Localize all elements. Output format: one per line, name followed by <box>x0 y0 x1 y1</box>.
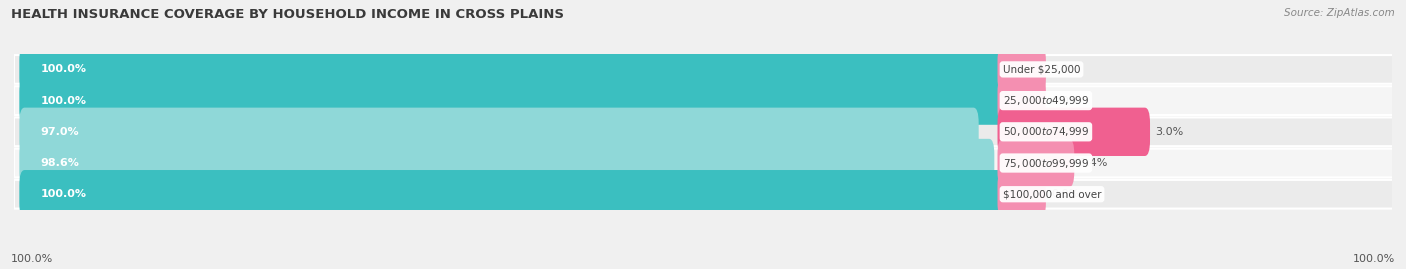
FancyBboxPatch shape <box>997 170 1046 218</box>
FancyBboxPatch shape <box>997 108 1150 156</box>
Text: 0.0%: 0.0% <box>1052 64 1080 75</box>
FancyBboxPatch shape <box>14 118 1403 146</box>
Text: 100.0%: 100.0% <box>41 64 86 75</box>
Text: 100.0%: 100.0% <box>1353 254 1395 264</box>
Text: 100.0%: 100.0% <box>41 189 86 199</box>
FancyBboxPatch shape <box>20 45 1008 94</box>
Legend: With Coverage, Without Coverage: With Coverage, Without Coverage <box>568 267 838 269</box>
Text: 3.0%: 3.0% <box>1156 127 1184 137</box>
Text: Source: ZipAtlas.com: Source: ZipAtlas.com <box>1284 8 1395 18</box>
FancyBboxPatch shape <box>14 149 1403 177</box>
FancyBboxPatch shape <box>14 86 1403 115</box>
Text: 1.4%: 1.4% <box>1080 158 1108 168</box>
Text: $25,000 to $49,999: $25,000 to $49,999 <box>1002 94 1090 107</box>
FancyBboxPatch shape <box>14 180 1403 208</box>
FancyBboxPatch shape <box>20 76 1008 125</box>
FancyBboxPatch shape <box>997 76 1046 125</box>
FancyBboxPatch shape <box>20 108 979 156</box>
FancyBboxPatch shape <box>997 45 1046 94</box>
Text: 100.0%: 100.0% <box>11 254 53 264</box>
Text: 0.0%: 0.0% <box>1052 95 1080 106</box>
Text: 98.6%: 98.6% <box>41 158 79 168</box>
FancyBboxPatch shape <box>14 55 1403 84</box>
Text: Under $25,000: Under $25,000 <box>1002 64 1080 75</box>
Text: 0.0%: 0.0% <box>1052 189 1080 199</box>
Text: $100,000 and over: $100,000 and over <box>1002 189 1101 199</box>
FancyBboxPatch shape <box>20 139 994 187</box>
Text: 100.0%: 100.0% <box>41 95 86 106</box>
Text: HEALTH INSURANCE COVERAGE BY HOUSEHOLD INCOME IN CROSS PLAINS: HEALTH INSURANCE COVERAGE BY HOUSEHOLD I… <box>11 8 564 21</box>
Text: $50,000 to $74,999: $50,000 to $74,999 <box>1002 125 1090 138</box>
Text: 97.0%: 97.0% <box>41 127 79 137</box>
Text: $75,000 to $99,999: $75,000 to $99,999 <box>1002 157 1090 169</box>
FancyBboxPatch shape <box>997 139 1074 187</box>
FancyBboxPatch shape <box>20 170 1008 218</box>
